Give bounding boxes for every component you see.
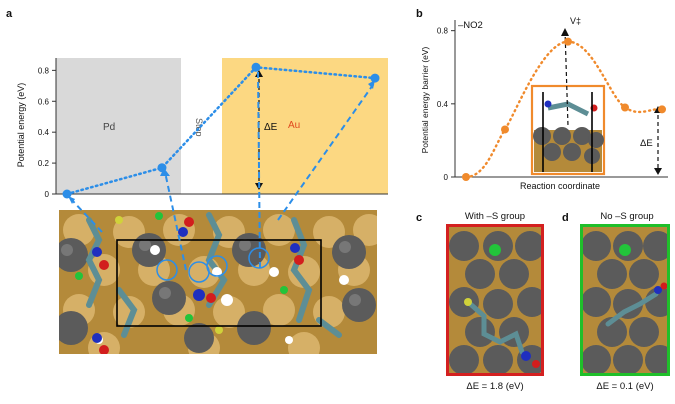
panel-b-ylabel: Potential energy barrier (eV) [420, 46, 430, 153]
panel-c-caption: ΔE = 1.8 (eV) [466, 381, 524, 392]
panel-b-data-point [621, 103, 629, 112]
panel-a-data-point [251, 62, 261, 72]
panel-a-ytick-label: 0.2 [38, 159, 50, 168]
panel-b-subtitle: –NO2 [458, 20, 483, 31]
panel-b-ytick-label: 0.8 [437, 27, 449, 36]
panel-a-letter: a [6, 8, 13, 20]
panel-b-data-point [564, 37, 572, 46]
panel-c-title: With –S group [464, 211, 526, 222]
panel-b-chart: –NO2 0 0.4 0.8 Potential energy barrier (e… [420, 16, 668, 191]
panel-b-delta-e: ΔE [640, 138, 653, 149]
panel-a-delta-e: ΔE [264, 122, 278, 133]
panel-a-ytick-label: 0 [45, 190, 50, 199]
panel-b-ts-label: V‡ [570, 16, 581, 26]
panel-a-data-point [157, 163, 167, 173]
panel-d-image [580, 224, 670, 376]
panel-a-ytick-label: 0.8 [38, 66, 50, 75]
panel-a-ylabel: Potential energy (eV) [16, 83, 26, 168]
panel-b-ytick-label: 0.4 [437, 100, 449, 109]
panel-b-letter: b [416, 8, 423, 20]
panel-b-data-point [658, 105, 666, 114]
surface-structure-image [59, 210, 377, 354]
panel-a-data-point [62, 189, 72, 199]
pd-region-label: Pd [103, 122, 115, 133]
panel-d-title: No –S group [600, 211, 654, 222]
panel-b-data-point [501, 125, 509, 134]
panel-d-caption: ΔE = 0.1 (eV) [596, 381, 654, 392]
panel-d-letter: d [562, 212, 569, 224]
pd-region [56, 58, 181, 194]
panel-a-ytick-label: 0.4 [38, 128, 50, 137]
panel-c-image [446, 224, 544, 376]
panel-b-ytick-label: 0 [444, 173, 449, 182]
au-region-label: Au [288, 120, 300, 131]
panel-a-series-line [65, 65, 377, 196]
panel-b-data-point [462, 173, 470, 181]
panel-b-xlabel: Reaction coordinate [520, 181, 600, 191]
panel-c-letter: c [416, 212, 423, 224]
step-region-label: Step [194, 118, 204, 137]
panel-a-ytick-label: 0.6 [38, 97, 50, 106]
panel-a-data-point [370, 73, 380, 83]
